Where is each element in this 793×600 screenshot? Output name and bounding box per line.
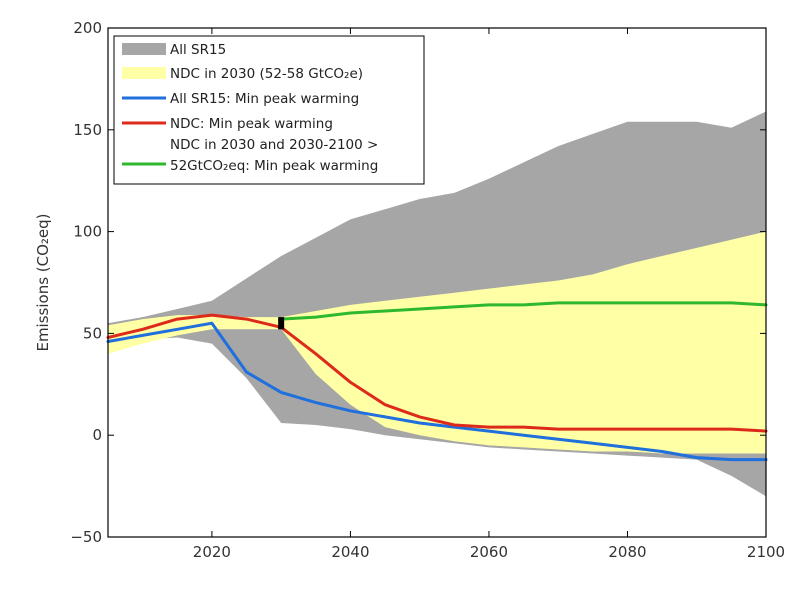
legend-swatch-ndc-2030 xyxy=(122,67,166,79)
series-line-ndc-constrained-min xyxy=(279,301,768,321)
bands-layer xyxy=(108,111,766,497)
y-tick-label: 50 xyxy=(83,324,102,342)
x-tick-label: 2020 xyxy=(193,543,231,561)
legend-swatch-all-sr15 xyxy=(122,43,166,55)
y-tick-label: 100 xyxy=(73,223,102,241)
y-tick-label: 0 xyxy=(92,426,102,444)
plot-frame xyxy=(107,27,767,538)
lines-layer xyxy=(106,301,768,462)
legend-label-ndc-constrained-line1: NDC in 2030 and 2030-2100 > xyxy=(170,137,378,153)
x-tick-label: 2040 xyxy=(331,543,369,561)
legend-box xyxy=(113,35,425,185)
legend-label-ndc-constrained-line2: 52GtCO₂eq: Min peak warming xyxy=(170,158,378,174)
ticks-layer: 2020 2040 2060 2080 2100 −50 0 50 100 150 200 xyxy=(70,19,785,561)
x-tick-label: 2100 xyxy=(747,543,785,561)
x-tick-label: 2080 xyxy=(608,543,646,561)
series-line-all-sr15-min xyxy=(106,321,768,462)
legend-label-all-sr15: All SR15 xyxy=(170,42,226,58)
y-axis-label: Emissions (CO₂eq) xyxy=(34,213,52,351)
legend-label-all-sr15-min: All SR15: Min peak warming xyxy=(170,91,359,107)
band-ndc-2030 xyxy=(108,231,766,454)
legend: All SR15 NDC in 2030 (52-58 GtCO₂e) All … xyxy=(113,35,425,185)
y-tick-label: −50 xyxy=(70,528,102,546)
legend-label-ndc-min: NDC: Min peak warming xyxy=(170,116,333,132)
y-tick-label: 150 xyxy=(73,121,102,139)
y-tick-label: 200 xyxy=(73,19,102,37)
legend-label-ndc-2030: NDC in 2030 (52-58 GtCO₂e) xyxy=(170,66,363,82)
series-line-ndc-min xyxy=(106,313,768,433)
x-tick-label: 2060 xyxy=(470,543,508,561)
